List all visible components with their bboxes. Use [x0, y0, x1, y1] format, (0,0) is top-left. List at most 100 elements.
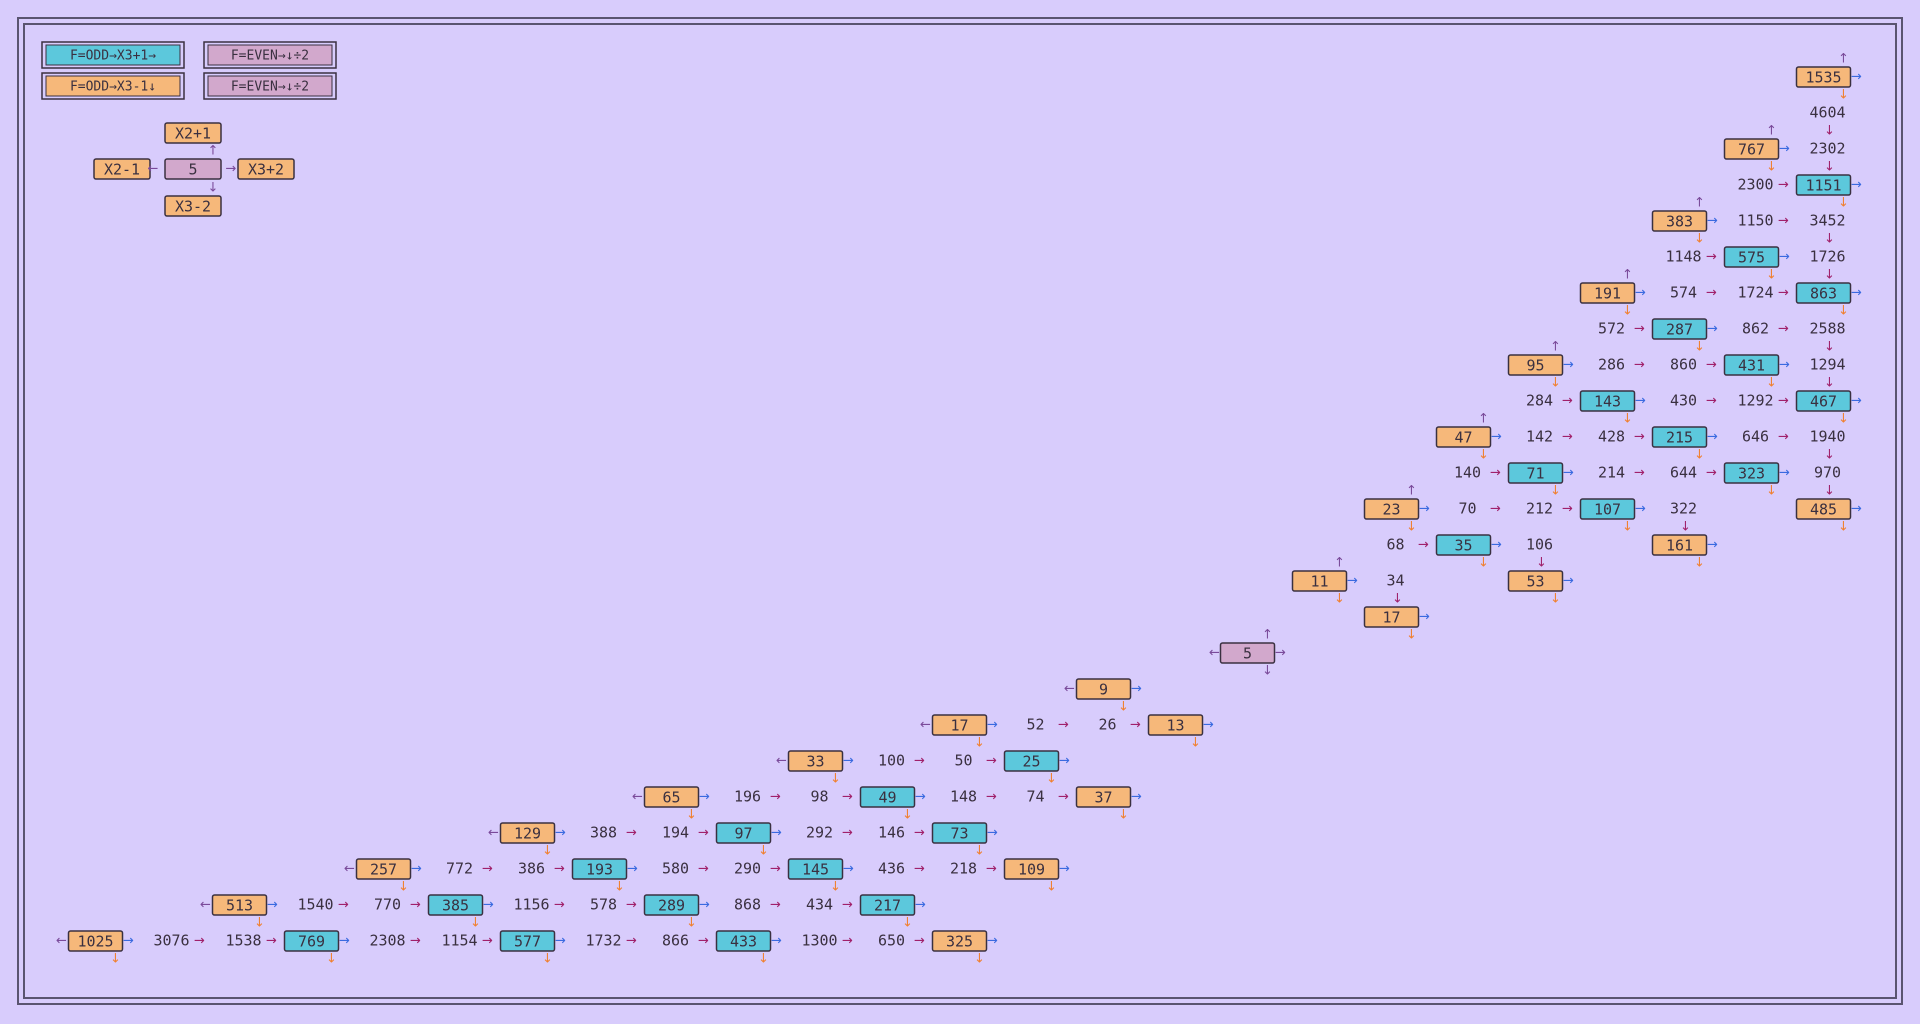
frame-outer: [17, 17, 1903, 1005]
legend-frame: [203, 72, 337, 100]
arrow: →: [1851, 286, 1862, 301]
node-label: 863: [1810, 285, 1837, 303]
node-label: 513: [226, 897, 253, 915]
node-number: 34: [1386, 572, 1404, 590]
node-box: [571, 858, 628, 880]
arrow: →: [1491, 538, 1502, 553]
node-box: [1795, 282, 1852, 304]
key-up-box: [164, 122, 222, 144]
arrow: ↓: [1824, 340, 1835, 355]
key-arrow: ↑: [208, 144, 219, 159]
arrow: ↓: [1118, 700, 1129, 715]
node-box: [931, 930, 988, 952]
node-number: 1150: [1737, 212, 1773, 230]
arrow: →: [1778, 394, 1789, 409]
node-label: 577: [514, 933, 541, 951]
arrow: ↓: [1046, 772, 1057, 787]
arrow: ←: [1064, 682, 1075, 697]
node-box: [1363, 606, 1420, 628]
node-number: 100: [878, 752, 905, 770]
arrow: →: [1706, 466, 1717, 481]
arrow: →: [626, 826, 637, 841]
arrow: ↓: [1824, 124, 1835, 139]
arrow: ↓: [1536, 556, 1547, 571]
node-box: [1723, 246, 1780, 268]
node-number: 1726: [1809, 248, 1845, 266]
node-box: [931, 822, 988, 844]
node-number: 386: [518, 860, 545, 878]
frame-inner: [23, 23, 1897, 999]
node-number: 26: [1098, 716, 1116, 734]
node-number: 2308: [369, 932, 405, 950]
node-number: 142: [1526, 428, 1553, 446]
arrow: ↓: [326, 952, 337, 967]
node-label: 17: [1382, 609, 1400, 627]
arrow: →: [1851, 178, 1862, 193]
arrow: ←: [920, 718, 931, 733]
node-box: [1723, 462, 1780, 484]
node-number: 212: [1526, 500, 1553, 518]
arrow: ↓: [1478, 448, 1489, 463]
node-number: 1148: [1665, 248, 1701, 266]
arrow: →: [1130, 718, 1141, 733]
arrow: ↓: [542, 844, 553, 859]
node-label: 1151: [1805, 177, 1841, 195]
node-box: [787, 858, 844, 880]
arrow: ←: [344, 862, 355, 877]
arrow: →: [483, 898, 494, 913]
arrow: ↓: [830, 772, 841, 787]
arrow: ↓: [1838, 304, 1849, 319]
node-box: [643, 786, 700, 808]
node-label: 129: [514, 825, 541, 843]
arrow: ↓: [974, 844, 985, 859]
node-label: 769: [298, 933, 325, 951]
arrow: →: [339, 934, 350, 949]
node-label: 431: [1738, 357, 1765, 375]
legend-frame: [41, 41, 185, 69]
arrow: ↓: [830, 880, 841, 895]
node-label: 215: [1666, 429, 1693, 447]
arrow: →: [482, 934, 493, 949]
node-box: [1507, 354, 1564, 376]
node-label: 433: [730, 933, 757, 951]
arrow: →: [914, 934, 925, 949]
arrow: ↓: [1622, 412, 1633, 427]
node-box: [1795, 174, 1852, 196]
arrow: ↓: [1824, 448, 1835, 463]
arrow: →: [1778, 178, 1789, 193]
arrow: ↓: [902, 916, 913, 931]
node-box: [859, 786, 916, 808]
arrow: →: [1851, 502, 1862, 517]
arrow: →: [1634, 322, 1645, 337]
arrow: →: [1706, 286, 1717, 301]
node-label: 257: [370, 861, 397, 879]
node-box: [355, 858, 412, 880]
arrow: →: [770, 898, 781, 913]
arrow: →: [915, 790, 926, 805]
node-number: 2588: [1809, 320, 1845, 338]
arrow: ↓: [110, 952, 121, 967]
arrow: →: [1563, 574, 1574, 589]
node-number: 1732: [585, 932, 621, 950]
arrow: →: [555, 826, 566, 841]
arrow: →: [987, 934, 998, 949]
node-box: [67, 930, 124, 952]
node-number: 1156: [513, 896, 549, 914]
arrow: ↓: [1838, 520, 1849, 535]
arrow: →: [194, 934, 205, 949]
node-number: 2302: [1809, 140, 1845, 158]
arrow: →: [1635, 286, 1646, 301]
node-label: 37: [1094, 789, 1112, 807]
arrow: ↓: [974, 952, 985, 967]
node-number: 194: [662, 824, 689, 842]
arrow: →: [554, 898, 565, 913]
arrow: →: [1058, 718, 1069, 733]
legend-box: [45, 75, 181, 97]
node-box: [1003, 858, 1060, 880]
node-label: 287: [1666, 321, 1693, 339]
node-number: 860: [1670, 356, 1697, 374]
arrow: →: [1419, 610, 1430, 625]
arrow: →: [1418, 538, 1429, 553]
node-number: 644: [1670, 464, 1697, 482]
node-label: 575: [1738, 249, 1765, 267]
